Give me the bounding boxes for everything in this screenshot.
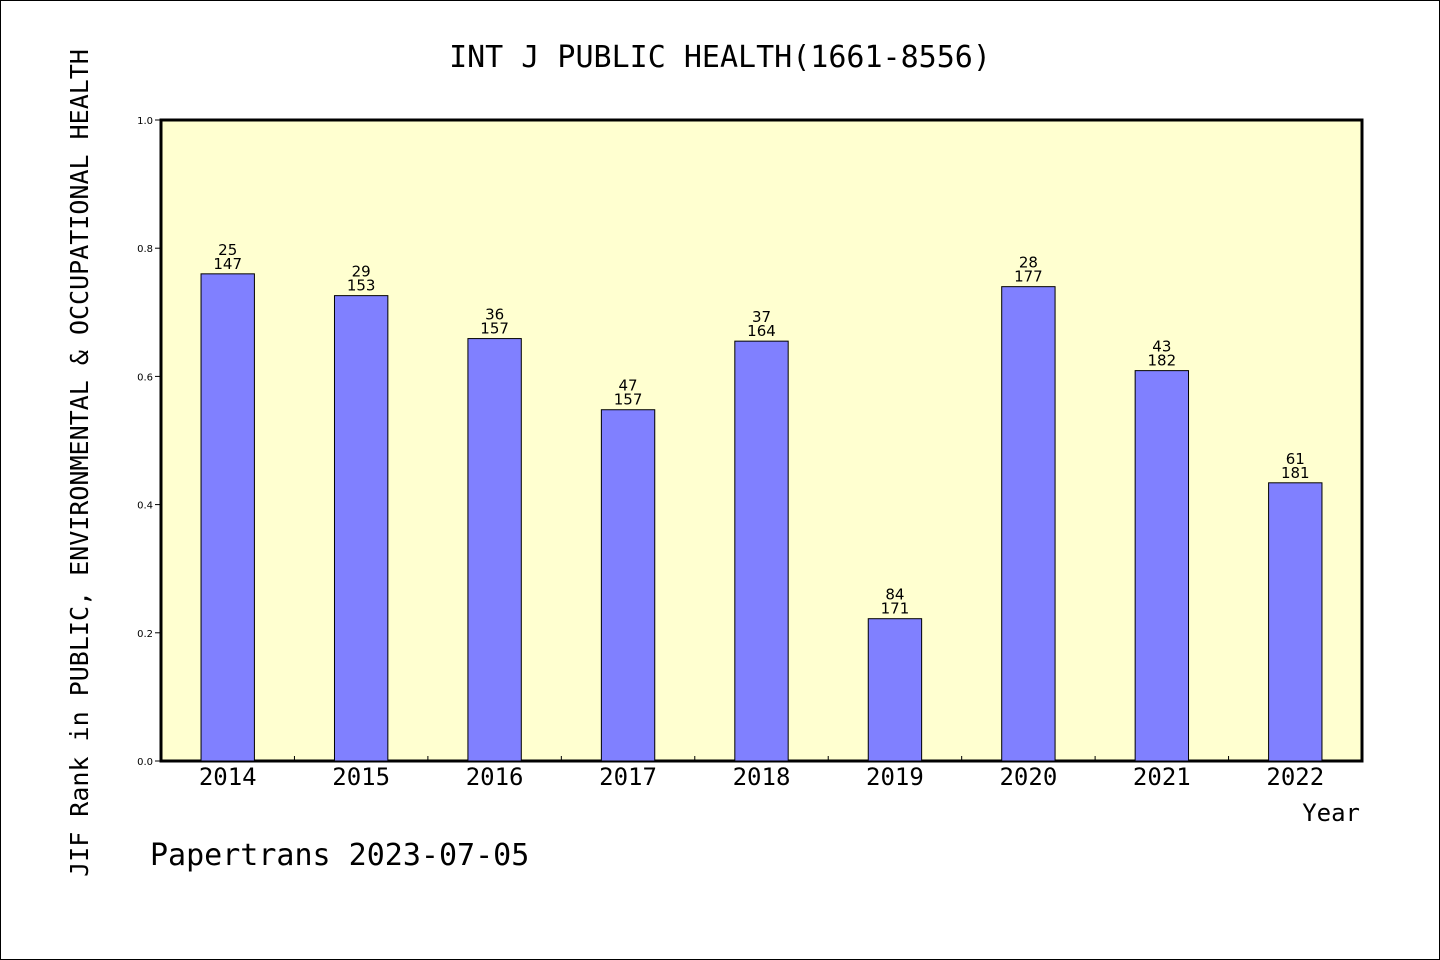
x-axis-label: Year xyxy=(1302,799,1360,827)
bar-2022 xyxy=(1268,482,1323,762)
bar-total-label: 157 xyxy=(614,391,643,409)
bar-2018 xyxy=(734,340,789,762)
bar-2016 xyxy=(467,338,522,762)
y-tick-label: 0.0 xyxy=(137,757,153,768)
bar-total-label: 181 xyxy=(1281,464,1310,482)
x-tick-label: 2022 xyxy=(1266,763,1324,791)
y-tick-label: 1.0 xyxy=(137,116,153,127)
bar-total-label: 147 xyxy=(213,255,242,273)
bar-rank-label: 25 xyxy=(218,241,237,259)
y-axis-ticks: 0.0 0.2 0.4 0.6 0.8 1.0 xyxy=(137,116,161,768)
y-tick-label: 0.2 xyxy=(137,629,153,640)
bar-2015 xyxy=(333,295,389,762)
bar-rank-label: 36 xyxy=(485,306,504,324)
x-tick-label: 2020 xyxy=(999,763,1057,791)
bar-2020 xyxy=(1001,286,1056,762)
footer-credit: Papertrans 2023-07-05 xyxy=(150,838,529,873)
bar-rank-label: 43 xyxy=(1152,338,1171,356)
x-tick-label: 2021 xyxy=(1133,763,1191,791)
y-axis-label: JIF Rank in PUBLIC, ENVIRONMENTAL & OCCU… xyxy=(65,49,94,877)
bar-total-label: 182 xyxy=(1148,352,1177,370)
bar-2019 xyxy=(867,618,923,762)
y-tick-label: 0.4 xyxy=(137,501,153,512)
y-tick-label: 0.8 xyxy=(137,244,153,255)
bar-2017 xyxy=(600,409,656,762)
bar-total-label: 171 xyxy=(881,600,910,618)
x-axis-ticks: 2014 2015 2016 2017 2018 2019 2020 2021 2022 xyxy=(199,756,1324,791)
bar-total-label: 157 xyxy=(480,320,509,338)
x-tick-label: 2018 xyxy=(733,763,791,791)
x-tick-label: 2019 xyxy=(866,763,924,791)
bar-rank-label: 29 xyxy=(352,263,371,281)
bar-rank-label: 84 xyxy=(885,586,904,604)
bar-rank-label: 37 xyxy=(752,308,771,326)
bar-total-label: 153 xyxy=(347,277,376,295)
bar-total-label: 164 xyxy=(747,322,776,340)
x-tick-label: 2016 xyxy=(466,763,524,791)
bar-rank-label: 28 xyxy=(1019,254,1038,272)
bar-rank-label: 47 xyxy=(619,377,638,395)
x-tick-label: 2017 xyxy=(599,763,657,791)
bar-total-label: 177 xyxy=(1014,268,1043,286)
bar-rank-label: 61 xyxy=(1286,450,1305,468)
bar-2014 xyxy=(200,273,255,762)
chart-title: INT J PUBLIC HEALTH(1661-8556) xyxy=(449,40,991,75)
y-tick-label: 0.6 xyxy=(137,372,153,383)
bar-2021 xyxy=(1134,370,1190,762)
x-tick-label: 2014 xyxy=(199,763,257,791)
x-tick-label: 2015 xyxy=(332,763,390,791)
